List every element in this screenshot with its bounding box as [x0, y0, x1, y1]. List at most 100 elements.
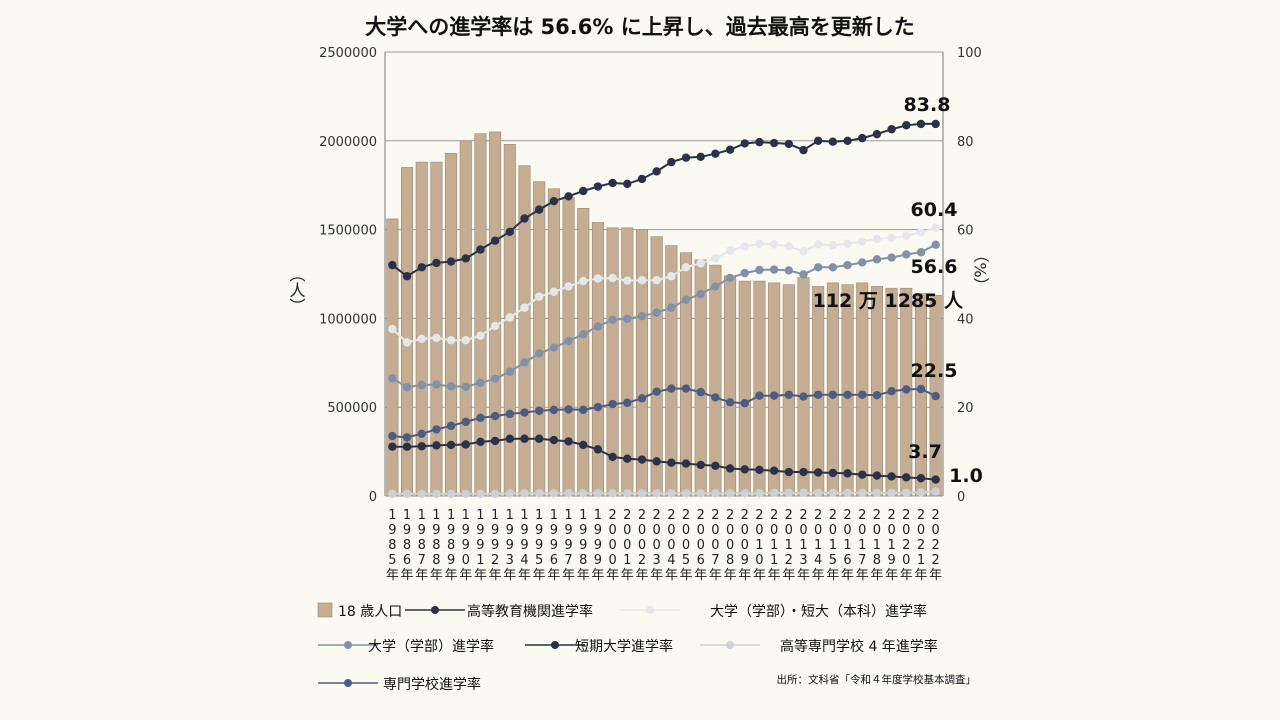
series-5-line [392, 387, 937, 439]
series-5-point [505, 409, 515, 419]
left-axis-tick-label: 2500000 [319, 46, 377, 61]
series-4-point [402, 489, 412, 498]
bar-18-population [533, 181, 546, 497]
series-1-point [872, 234, 882, 244]
series-1-point [623, 276, 632, 285]
annotation-label: 112 万 1285 人 [813, 290, 964, 312]
series-0-point [564, 192, 573, 201]
series-4-point [784, 488, 794, 498]
series-3-point [549, 435, 559, 445]
series-3-point [388, 442, 397, 451]
series-4-point [637, 489, 647, 498]
series-3-point [623, 454, 632, 463]
series-4-point [740, 489, 749, 498]
series-1-point [858, 237, 867, 246]
series-1-point [402, 338, 412, 347]
series-2-point [564, 336, 573, 346]
series-1-point [769, 240, 779, 249]
series-3-point [843, 469, 852, 478]
bar-18-population [856, 282, 869, 497]
bar-18-population [797, 277, 810, 497]
series-4-point [549, 489, 559, 498]
bar-18-population [753, 280, 766, 497]
series-0-point [446, 257, 456, 266]
series-1-point [902, 231, 911, 241]
series-3-point [755, 465, 764, 475]
series-0-line [391, 122, 936, 278]
legend-label-1: 大学（学部）・短大（本科）進学率 [710, 603, 927, 620]
legend-label-3: 短期大学進学率 [575, 638, 673, 655]
series-4-point [931, 487, 940, 496]
series-4-line [392, 490, 936, 495]
series-0-point [534, 205, 544, 214]
series-1-point [432, 333, 441, 343]
series-4-point [432, 489, 441, 498]
bar-18-population [841, 284, 854, 497]
series-5-point [887, 387, 896, 396]
series-2-point [799, 270, 808, 279]
bar-18-population [738, 280, 751, 497]
series-2-point [549, 343, 559, 352]
series-0-point [505, 227, 515, 237]
series-2-point [652, 308, 661, 317]
series-1-point [813, 240, 823, 249]
series-2-point [476, 378, 485, 387]
series-3-point [931, 475, 940, 484]
series-1-point [681, 263, 691, 272]
series-5-point [696, 387, 705, 397]
series-1-point [931, 223, 940, 233]
series-5-point [872, 391, 882, 400]
annotation-label: 1.0 [949, 465, 983, 487]
series-3-point [446, 440, 456, 450]
series-3-point [887, 472, 896, 481]
series-5-point [813, 390, 823, 399]
series-4-point [916, 488, 926, 497]
series-3-point [799, 467, 808, 477]
series-3-point [564, 437, 573, 446]
right-axis-tick-label: 80 [957, 135, 974, 150]
series-5-point [476, 413, 485, 423]
series-5-point [828, 390, 838, 399]
series-0-point [813, 136, 823, 145]
series-0-point [681, 153, 691, 162]
legend-marker-2 [344, 641, 352, 649]
bar-18-population [386, 218, 399, 497]
legend-swatch-18-population [317, 602, 333, 618]
series-0-point [755, 137, 764, 147]
bar-18-population [562, 197, 575, 497]
series-5-point [667, 384, 676, 393]
series-3-point [432, 441, 441, 450]
series-5-point [593, 403, 603, 412]
bar-18-population [591, 222, 604, 497]
series-1-point [490, 321, 500, 331]
series-4-point [534, 489, 544, 498]
series-2-point [534, 349, 544, 358]
series-3-point [872, 471, 882, 480]
chart-title: 大学への進学率は 56.6% に上昇し、過去最高を更新した [365, 15, 914, 39]
series-0-point [461, 254, 470, 263]
series-1-point [843, 239, 852, 249]
series-5-point [784, 390, 794, 399]
series-5-point [520, 408, 529, 417]
legend-marker-1 [646, 606, 654, 614]
series-2-point [667, 303, 676, 312]
series-3-point [417, 442, 426, 451]
right-axis-tick-label: 100 [957, 46, 982, 61]
series-0-point [417, 263, 426, 272]
series-4-point [490, 489, 500, 498]
series-3-point [769, 466, 779, 475]
annotation-label: 56.6 [911, 256, 958, 278]
series-5-point [623, 398, 632, 407]
